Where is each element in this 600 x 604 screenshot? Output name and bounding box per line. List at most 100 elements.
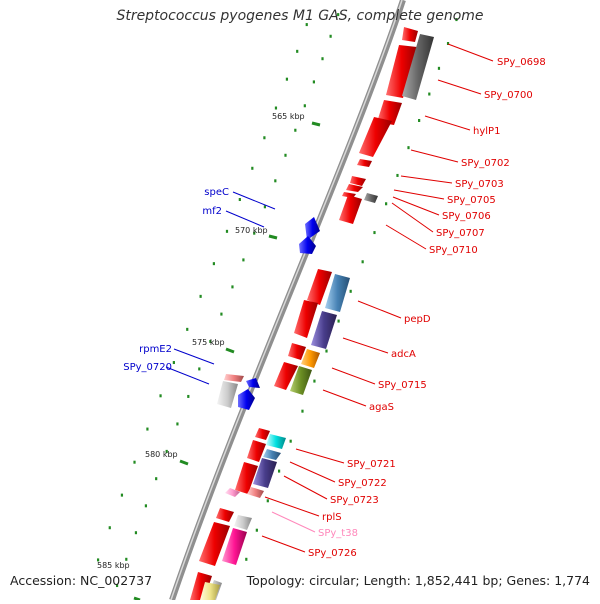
gene-block[interactable]: [364, 193, 378, 203]
gene-block[interactable]: [307, 269, 332, 305]
gene-label[interactable]: SPy_0707: [436, 228, 485, 239]
gene-block[interactable]: [263, 449, 281, 460]
track-dot: [176, 422, 179, 426]
gene-block[interactable]: [225, 488, 240, 497]
track-dot: [274, 106, 278, 110]
gene-label[interactable]: mf2: [202, 206, 222, 217]
gene-block[interactable]: [255, 428, 270, 440]
gene-block[interactable]: [377, 100, 402, 125]
kbp-tick-mark: [225, 347, 235, 354]
gene-label[interactable]: rplS: [322, 512, 342, 523]
track-dot: [285, 77, 289, 81]
gene-block[interactable]: [253, 458, 277, 488]
track-dot: [437, 66, 441, 70]
gene-label[interactable]: SPy_t38: [318, 528, 358, 539]
gene-block[interactable]: [357, 159, 372, 167]
gene-block[interactable]: [200, 582, 220, 600]
gene-block[interactable]: [359, 117, 392, 157]
gene-label[interactable]: SPy_0715: [378, 380, 427, 391]
track-dot: [209, 339, 212, 343]
track-dot: [294, 128, 297, 132]
gene-label[interactable]: SPy_0698: [497, 57, 546, 68]
track-dot: [329, 34, 332, 38]
gene-block[interactable]: [224, 374, 244, 382]
gene-block[interactable]: [274, 362, 298, 390]
gene-label[interactable]: pepD: [404, 314, 431, 325]
gene-label[interactable]: SPy_0710: [429, 245, 478, 256]
track-dot: [321, 57, 324, 61]
gene-label[interactable]: SPy_0703: [455, 179, 504, 190]
label-leader-line: [271, 511, 316, 533]
label-leader-line: [261, 535, 306, 553]
label-leader-line: [357, 300, 402, 319]
gene-block[interactable]: [217, 381, 238, 408]
label-leader-line: [331, 367, 376, 385]
kbp-tick-label: 565 kbp: [272, 112, 305, 121]
gene-block[interactable]: [290, 366, 312, 395]
track-dot: [125, 557, 128, 561]
track-dot: [199, 294, 202, 298]
gene-block[interactable]: [222, 528, 247, 565]
gene-block[interactable]: [386, 45, 417, 98]
track-dot: [303, 104, 306, 108]
gene-label[interactable]: adcA: [391, 349, 416, 360]
gene-block[interactable]: [234, 515, 252, 530]
track-dot: [255, 528, 258, 532]
gene-block[interactable]: [199, 522, 230, 566]
track-dot: [186, 327, 189, 331]
label-leader-line: [283, 475, 328, 500]
kbp-tick-mark: [268, 234, 278, 240]
track-dot: [296, 49, 299, 53]
gc-skew-track: [96, 13, 458, 588]
gene-label[interactable]: SPy_0723: [330, 495, 379, 506]
gene-block[interactable]: [402, 34, 434, 100]
gene-block[interactable]: [247, 440, 266, 462]
gene-block[interactable]: [247, 487, 264, 498]
label-leader-line: [232, 191, 276, 210]
gene-label[interactable]: rpmE2: [139, 344, 172, 355]
gene-block[interactable]: [235, 462, 258, 494]
label-leader-line: [437, 79, 482, 95]
gene-block[interactable]: [246, 378, 260, 388]
track-dot: [289, 439, 292, 443]
track-dot: [373, 231, 376, 235]
gene-label[interactable]: SPy_0706: [442, 211, 491, 222]
accession-text: Accession: NC_002737: [10, 573, 153, 588]
gene-label[interactable]: SPy_0726: [308, 548, 357, 559]
track-dot: [251, 166, 254, 170]
gene-label[interactable]: SPy_0722: [338, 478, 387, 489]
gene-block[interactable]: [305, 217, 320, 240]
gene-block[interactable]: [299, 236, 316, 254]
label-leader-line: [393, 189, 445, 200]
track-dot: [108, 526, 111, 530]
gene-block[interactable]: [325, 274, 350, 312]
topology-text: Topology: circular; Length: 1,852,441 bp…: [246, 573, 590, 588]
gene-block[interactable]: [288, 343, 306, 360]
gene-block[interactable]: [346, 184, 363, 192]
gene-label[interactable]: SPy_0721: [347, 459, 396, 470]
label-leaders: [165, 43, 494, 553]
gene-label[interactable]: SPy_0720: [123, 362, 172, 373]
gene-label[interactable]: SPy_0700: [484, 90, 533, 101]
gene-label[interactable]: SPy_0705: [447, 195, 496, 206]
gene-label[interactable]: agaS: [369, 402, 394, 413]
gene-label[interactable]: SPy_0702: [461, 158, 510, 169]
gene-block[interactable]: [301, 349, 320, 368]
track-dot: [172, 361, 175, 365]
gene-block[interactable]: [339, 195, 362, 224]
gene-block[interactable]: [294, 300, 318, 338]
gene-block[interactable]: [311, 311, 337, 349]
gene-block[interactable]: [402, 27, 418, 42]
gene-block[interactable]: [190, 572, 212, 600]
track-dot: [325, 349, 328, 353]
label-leader-line: [400, 175, 453, 184]
gene-block[interactable]: [266, 434, 286, 449]
gene-label[interactable]: hylP1: [473, 126, 500, 137]
track-dot: [446, 41, 450, 45]
gene-block[interactable]: [238, 389, 255, 410]
track-dot: [165, 449, 168, 453]
gene-label[interactable]: speC: [204, 187, 229, 198]
kbp-tick-label: 575 kbp: [192, 338, 225, 347]
gene-block[interactable]: [350, 176, 366, 186]
gene-block[interactable]: [216, 508, 234, 522]
